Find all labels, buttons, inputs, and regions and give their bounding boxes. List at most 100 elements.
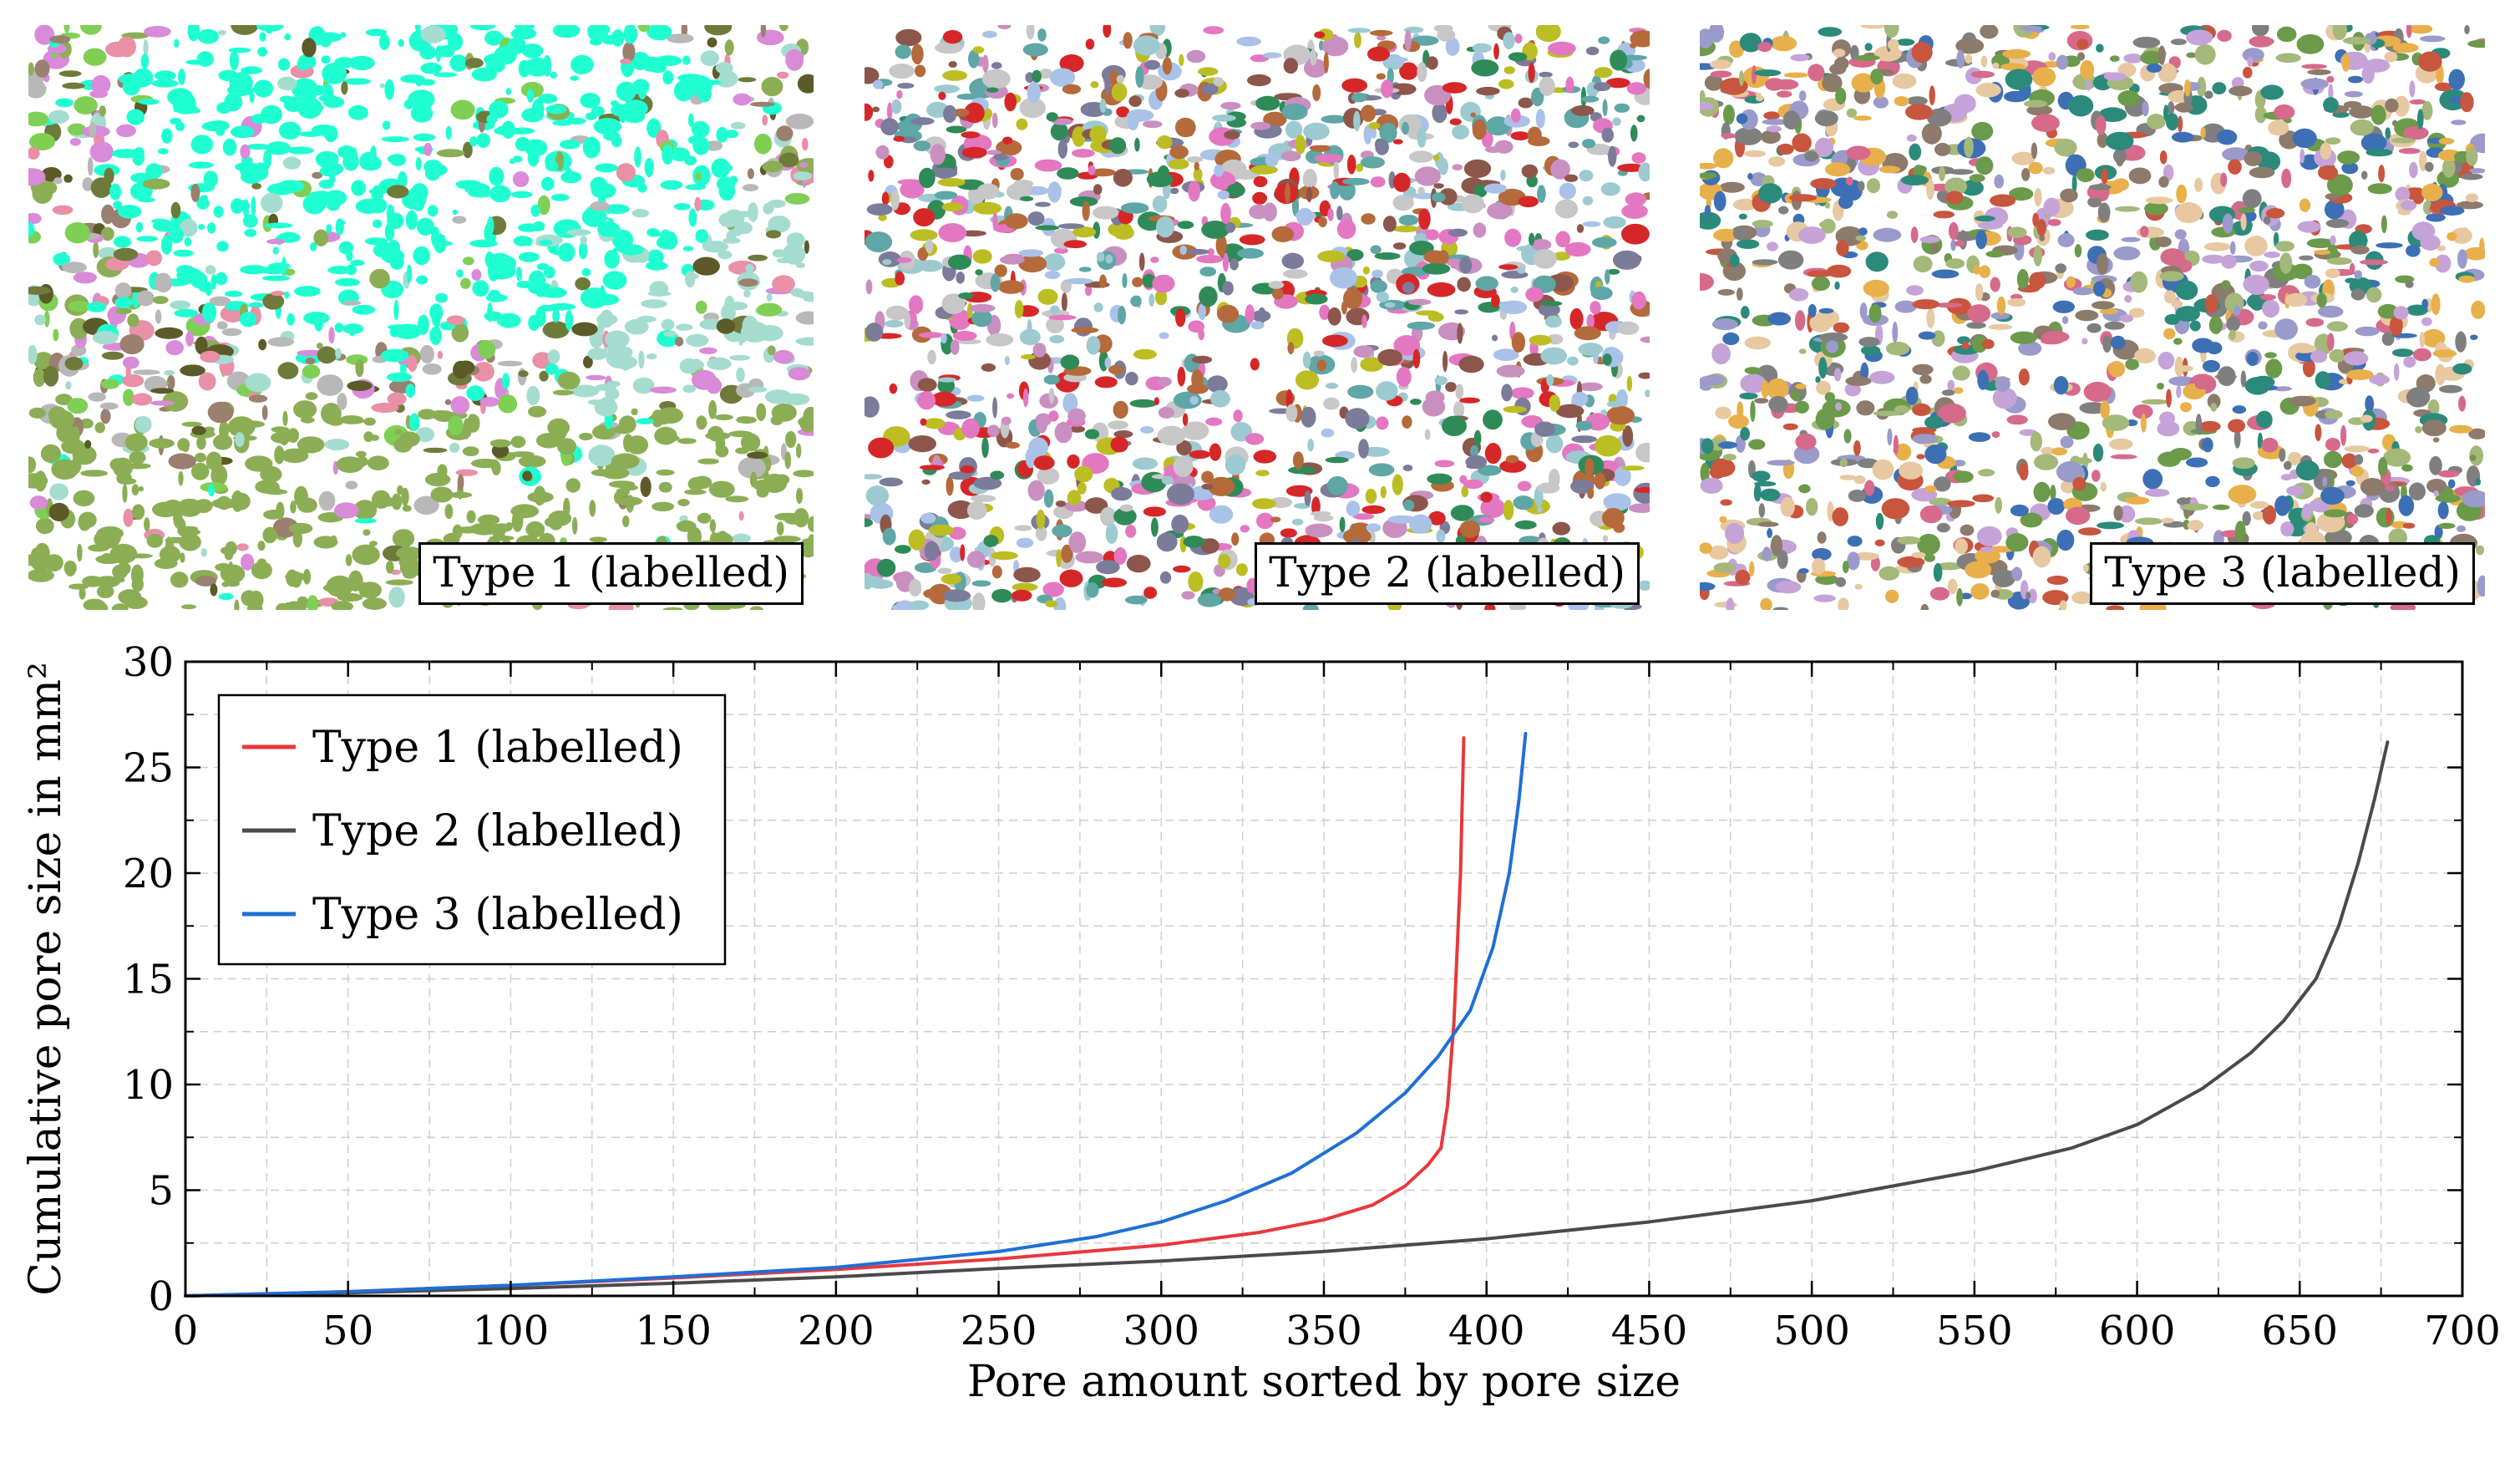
pore-blob-278: [363, 529, 371, 536]
pore-blob-438: [2109, 438, 2133, 450]
pore-blob-1393: [2249, 35, 2274, 48]
pore-blob-1252: [1169, 145, 1189, 160]
pore-blob-1308: [536, 291, 546, 297]
pore-blob-185: [2134, 517, 2163, 526]
pore-blob-1447: [1410, 399, 1422, 405]
pore-blob-8: [946, 475, 954, 496]
pore-blob-1470: [117, 561, 131, 576]
pore-blob-984: [99, 105, 107, 117]
pore-blob-1176: [1191, 355, 1213, 364]
pore-blob-630: [889, 383, 898, 394]
pore-blob-464: [871, 106, 880, 113]
pore-blob-950: [2216, 130, 2238, 145]
pore-blob-437: [384, 79, 395, 100]
pore-blob-1452: [2183, 79, 2191, 97]
pore-blob-840: [1428, 510, 1446, 526]
pore-blob-1492: [893, 135, 905, 142]
pore-blob-387: [676, 323, 693, 331]
pore-blob-1169: [2068, 94, 2094, 117]
pore-blob-1339: [1161, 475, 1174, 485]
pore-blob-1067: [1302, 351, 1311, 368]
pore-blob-1133: [1208, 476, 1235, 497]
pore-blob-1100: [520, 81, 545, 99]
pore-blob-1247: [355, 358, 364, 378]
pore-blob-1142: [1292, 451, 1304, 470]
y-tick-label-5: 25: [123, 745, 174, 792]
pore-blob-1147: [2384, 51, 2398, 63]
pore-blob-1437: [99, 402, 119, 410]
pore-blob-999: [1392, 195, 1414, 211]
pore-blob-67: [2060, 435, 2074, 449]
pore-blob-908: [2140, 226, 2149, 237]
pore-blob-871: [1912, 434, 1938, 444]
pore-blob-1323: [313, 229, 329, 246]
pore-blob-504: [932, 455, 941, 466]
pore-blob-230: [83, 48, 107, 66]
pore-blob-566: [640, 476, 652, 497]
pore-blob-656: [662, 231, 678, 250]
pore-blob-978: [2475, 478, 2481, 486]
pore-blob-1257: [462, 446, 479, 457]
pore-blob-1483: [152, 296, 169, 304]
pore-blob-707: [101, 351, 124, 360]
pore-blob-1008: [1975, 548, 2000, 564]
pore-blob-1123: [1280, 150, 1301, 162]
pore-blob-1055: [354, 518, 377, 524]
pore-blob-537: [1189, 395, 1199, 405]
pore-blob-734: [1093, 302, 1103, 312]
pore-blob-1186: [113, 247, 139, 262]
pore-blob-731: [537, 94, 558, 104]
pore-blob-818: [1517, 480, 1532, 491]
pore-blob-1152: [647, 414, 672, 425]
pore-blob-1131: [160, 235, 173, 255]
pore-blob-1040: [930, 144, 946, 165]
pore-blob-460: [1123, 32, 1133, 49]
pore-blob-487: [661, 318, 675, 331]
pore-blob-945: [730, 122, 746, 130]
pore-blob-1285: [1752, 470, 1771, 482]
pore-blob-1174: [456, 360, 475, 375]
pore-blob-743: [1105, 254, 1113, 264]
pore-blob-445: [28, 456, 37, 474]
pore-blob-1201: [2350, 245, 2370, 255]
pore-blob-190: [1154, 289, 1168, 306]
pore-blob-700: [772, 275, 795, 293]
pore-blob-1251: [1104, 74, 1111, 95]
pore-blob-1138: [2325, 218, 2350, 228]
pore-blob-876: [664, 434, 680, 442]
pore-blob-602: [2476, 545, 2485, 556]
pore-blob-506: [531, 99, 545, 120]
pore-blob-78: [2041, 447, 2056, 455]
pore-blob-501: [1113, 430, 1133, 439]
pore-blob-1370: [943, 104, 957, 123]
pore-blob-1454: [1027, 211, 1045, 226]
pore-blob-1429: [1381, 79, 1393, 99]
pore-blob-956: [2378, 165, 2386, 183]
pore-blob-1429: [2110, 335, 2126, 350]
pore-blob-538: [1270, 516, 1281, 523]
pore-blob-895: [552, 389, 574, 396]
pore-blob-43: [557, 242, 575, 262]
pore-blob-1458: [1934, 143, 1951, 156]
pore-blob-1337: [2348, 75, 2363, 84]
pore-blob-1414: [1911, 42, 1933, 63]
pore-blob-1226: [258, 338, 267, 351]
pore-blob-798: [2101, 168, 2108, 184]
pore-blob-699: [2228, 159, 2242, 175]
pore-blob-1290: [1004, 92, 1017, 112]
pore-blob-415: [185, 331, 194, 347]
pore-blob-1002: [524, 139, 548, 157]
pore-blob-1108: [1459, 257, 1473, 274]
pore-blob-866: [165, 340, 184, 356]
pore-blob-918: [748, 254, 768, 262]
pore-blob-1128: [196, 51, 214, 67]
pore-blob-447: [991, 565, 1002, 579]
pore-blob-682: [451, 323, 469, 343]
pore-blob-933: [1788, 288, 1809, 302]
pore-blob-1305: [389, 154, 407, 166]
pore-blob-1326: [1782, 423, 1798, 430]
pore-blob-519: [1067, 490, 1082, 506]
pore-blob-1376: [2076, 168, 2095, 183]
pore-blob-993: [502, 373, 510, 389]
pore-blob-1381: [170, 117, 182, 125]
